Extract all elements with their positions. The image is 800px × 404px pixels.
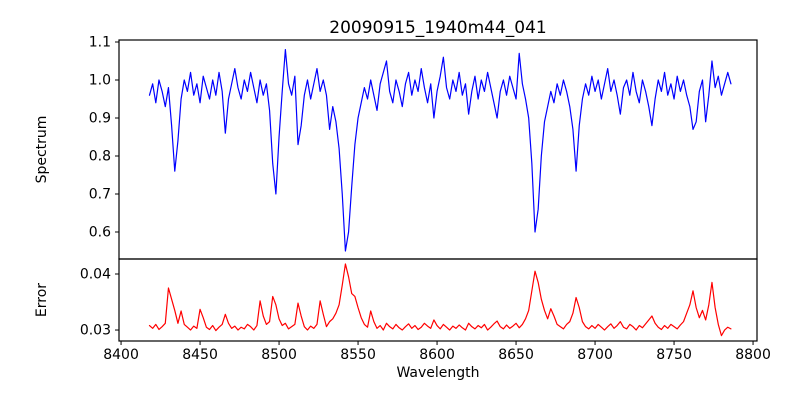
spectrum-panel-ytick-label: 0.9 — [89, 111, 111, 127]
spectrum-panel-ytick-label: 0.8 — [89, 148, 111, 164]
error-panel-frame — [118, 258, 758, 342]
error-panel-xtick-label: 8750 — [656, 347, 692, 363]
error-panel-xtick-label: 8650 — [498, 347, 534, 363]
spectrum-panel-ytick-label: 0.6 — [89, 224, 111, 240]
error-panel-xtick-label: 8600 — [419, 347, 455, 363]
chart-title: 20090915_1940m44_041 — [329, 18, 546, 38]
error-panel-xtick-label: 8450 — [182, 347, 218, 363]
spectrum-panel-ytick-label: 0.7 — [89, 186, 111, 202]
error-panel-xtick-label: 8800 — [735, 347, 771, 363]
error-panel-ytick-label: 0.03 — [80, 323, 111, 339]
spectrum-panel-ytick-label: 1.0 — [89, 73, 111, 89]
y-axis-label-error: Error — [34, 283, 50, 317]
error-panel-xtick-label: 8550 — [340, 347, 376, 363]
error-panel-xtick-label: 8700 — [577, 347, 613, 363]
y-axis-label-spectrum: Spectrum — [34, 116, 50, 184]
error-line — [148, 263, 732, 337]
x-axis-label: Wavelength — [396, 365, 479, 381]
plot-area: 0.6 0.7 0.8 0.9 1.0 1.1 0.03 0.04 8400 8450 8500 85… — [80, 35, 771, 363]
spectrum-line — [148, 49, 732, 252]
error-panel-xtick-label: 8400 — [103, 347, 139, 363]
error-panel-ytick-label: 0.04 — [80, 267, 111, 283]
spectrum-panel-ytick-label: 1.1 — [89, 35, 111, 51]
error-panel-xtick-label: 8500 — [261, 347, 297, 363]
spectrum-panel-frame — [118, 39, 758, 260]
